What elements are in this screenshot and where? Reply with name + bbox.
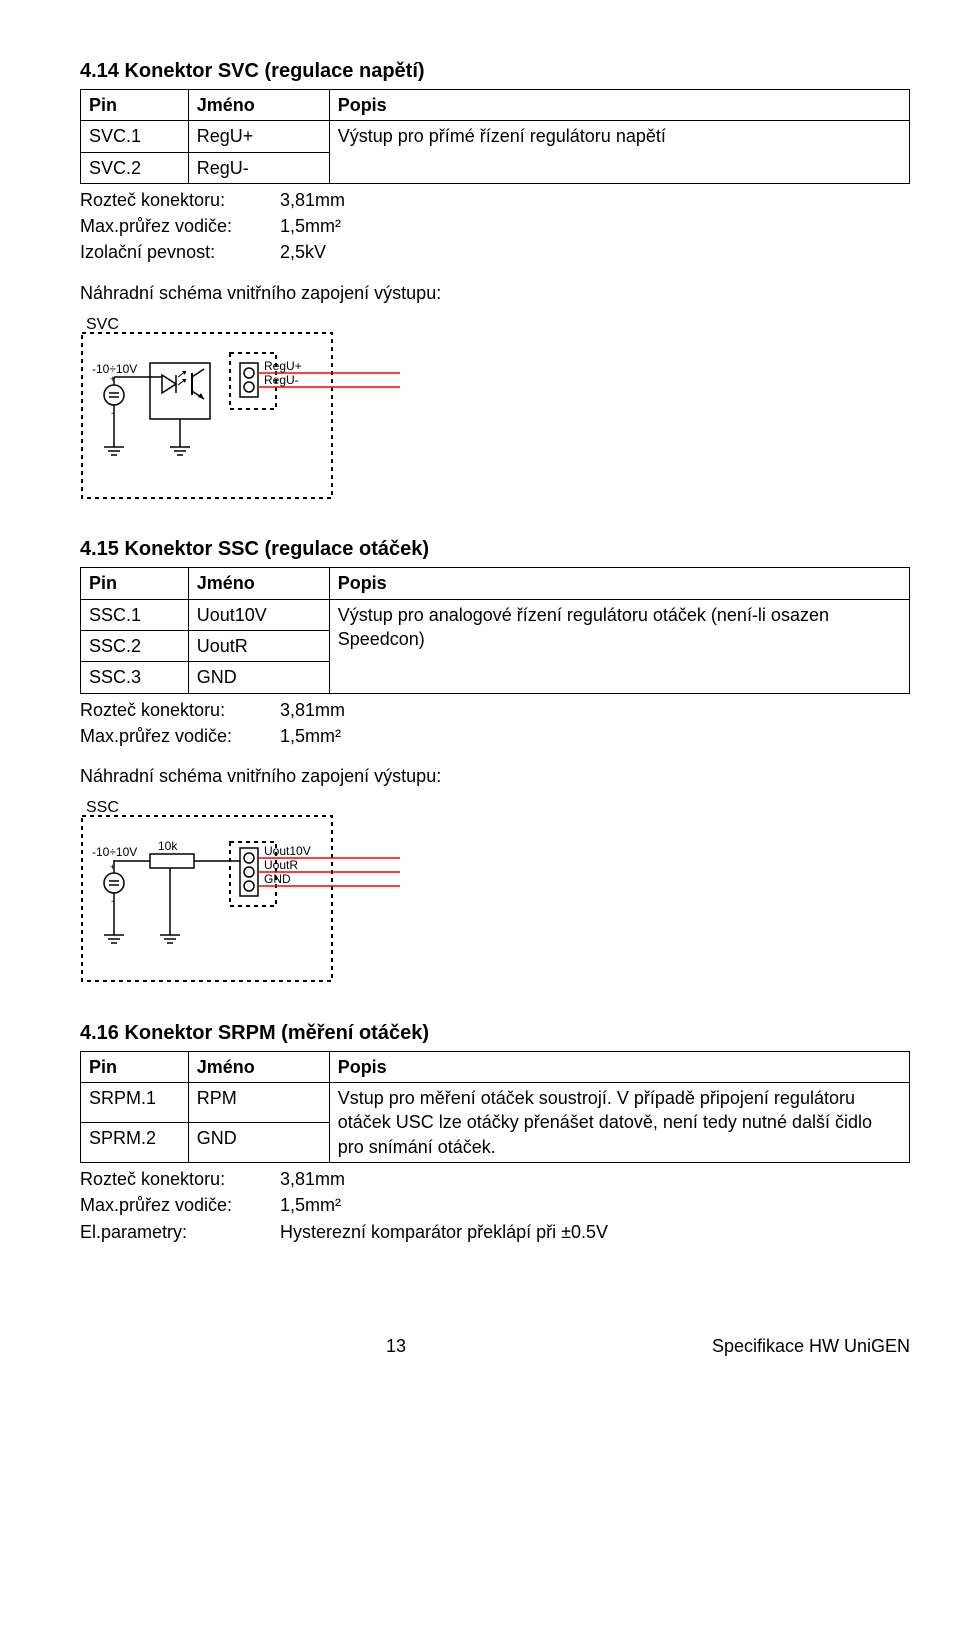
kv-key: Rozteč konektoru: [80, 188, 280, 212]
cell-pin: SSC.1 [81, 599, 189, 630]
cell-name: RegU- [188, 152, 329, 183]
kv-val: 2,5kV [280, 242, 326, 262]
svg-text:SSC: SSC [86, 799, 119, 816]
diagram-svc: SVC-10÷10V + - RegU+RegU- [80, 315, 910, 506]
th-popis: Popis [329, 1051, 909, 1082]
svg-text:-10÷10V: -10÷10V [92, 845, 137, 859]
kv-val: 3,81mm [280, 700, 345, 720]
table-svc: Pin Jméno Popis SVC.1 RegU+ Výstup pro p… [80, 89, 910, 184]
kv-key: Rozteč konektoru: [80, 698, 280, 722]
cell-name: RegU+ [188, 121, 329, 152]
kv-key: El.parametry: [80, 1220, 280, 1244]
kv-key: Max.průřez vodiče: [80, 1193, 280, 1217]
cell-pin: SPRM.2 [81, 1122, 189, 1162]
th-pin: Pin [81, 568, 189, 599]
cell-pin: SVC.2 [81, 152, 189, 183]
cell-pin: SSC.2 [81, 630, 189, 661]
page-footer: 13 Specifikace HW UniGEN [80, 1334, 910, 1358]
cell-name: Uout10V [188, 599, 329, 630]
th-popis: Popis [329, 568, 909, 599]
cell-desc: Vstup pro měření otáček soustrojí. V pří… [329, 1083, 909, 1163]
heading-4-14: 4.14 Konektor SVC (regulace napětí) [80, 58, 910, 85]
th-jmeno: Jméno [188, 568, 329, 599]
kv-row: Izolační pevnost:2,5kV [80, 240, 910, 264]
table-srpm: Pin Jméno Popis SRPM.1 RPM Vstup pro měř… [80, 1051, 910, 1163]
page-number: 13 [386, 1334, 406, 1358]
kv-row: Rozteč konektoru:3,81mm [80, 188, 910, 212]
kv-val: Hysterezní komparátor překlápí při ±0.5V [280, 1222, 608, 1242]
th-pin: Pin [81, 90, 189, 121]
doc-title: Specifikace HW UniGEN [712, 1334, 910, 1358]
kv-row: Max.průřez vodiče:1,5mm² [80, 1193, 910, 1217]
svg-text:GND: GND [264, 872, 291, 886]
th-pin: Pin [81, 1051, 189, 1082]
th-jmeno: Jméno [188, 1051, 329, 1082]
th-popis: Popis [329, 90, 909, 121]
svg-text:UoutR: UoutR [264, 858, 298, 872]
subhead-svc: Náhradní schéma vnitřního zapojení výstu… [80, 281, 910, 305]
heading-4-16: 4.16 Konektor SRPM (měření otáček) [80, 1020, 910, 1047]
kv-row: El.parametry:Hysterezní komparátor překl… [80, 1220, 910, 1244]
cell-pin: SVC.1 [81, 121, 189, 152]
svg-text:RegU+: RegU+ [264, 359, 302, 373]
table-ssc: Pin Jméno Popis SSC.1 Uout10V Výstup pro… [80, 567, 910, 693]
cell-pin: SSC.3 [81, 662, 189, 693]
th-jmeno: Jméno [188, 90, 329, 121]
cell-name: UoutR [188, 630, 329, 661]
subhead-ssc: Náhradní schéma vnitřního zapojení výstu… [80, 764, 910, 788]
svg-text:RegU-: RegU- [264, 373, 299, 387]
cell-name: GND [188, 1122, 329, 1162]
kv-row: Rozteč konektoru:3,81mm [80, 698, 910, 722]
svg-text:SVC: SVC [86, 316, 119, 333]
cell-desc: Výstup pro přímé řízení regulátoru napět… [329, 121, 909, 184]
kv-key: Rozteč konektoru: [80, 1167, 280, 1191]
kv-val: 3,81mm [280, 1169, 345, 1189]
heading-4-15: 4.15 Konektor SSC (regulace otáček) [80, 536, 910, 563]
kv-key: Izolační pevnost: [80, 240, 280, 264]
kv-val: 1,5mm² [280, 1195, 341, 1215]
kv-val: 3,81mm [280, 190, 345, 210]
kv-row: Rozteč konektoru:3,81mm [80, 1167, 910, 1191]
kv-val: 1,5mm² [280, 216, 341, 236]
svg-text:Uout10V: Uout10V [264, 844, 311, 858]
kv-val: 1,5mm² [280, 726, 341, 746]
cell-name: GND [188, 662, 329, 693]
kv-row: Max.průřez vodiče:1,5mm² [80, 724, 910, 748]
cell-name: RPM [188, 1083, 329, 1123]
diagram-ssc: SSC-10÷10V + - 10k Uout10VUoutRGND [80, 798, 910, 989]
kv-key: Max.průřez vodiče: [80, 724, 280, 748]
kv-key: Max.průřez vodiče: [80, 214, 280, 238]
kv-row: Max.průřez vodiče:1,5mm² [80, 214, 910, 238]
cell-desc: Výstup pro analogové řízení regulátoru o… [329, 599, 909, 693]
cell-pin: SRPM.1 [81, 1083, 189, 1123]
svg-text:10k: 10k [158, 839, 178, 853]
